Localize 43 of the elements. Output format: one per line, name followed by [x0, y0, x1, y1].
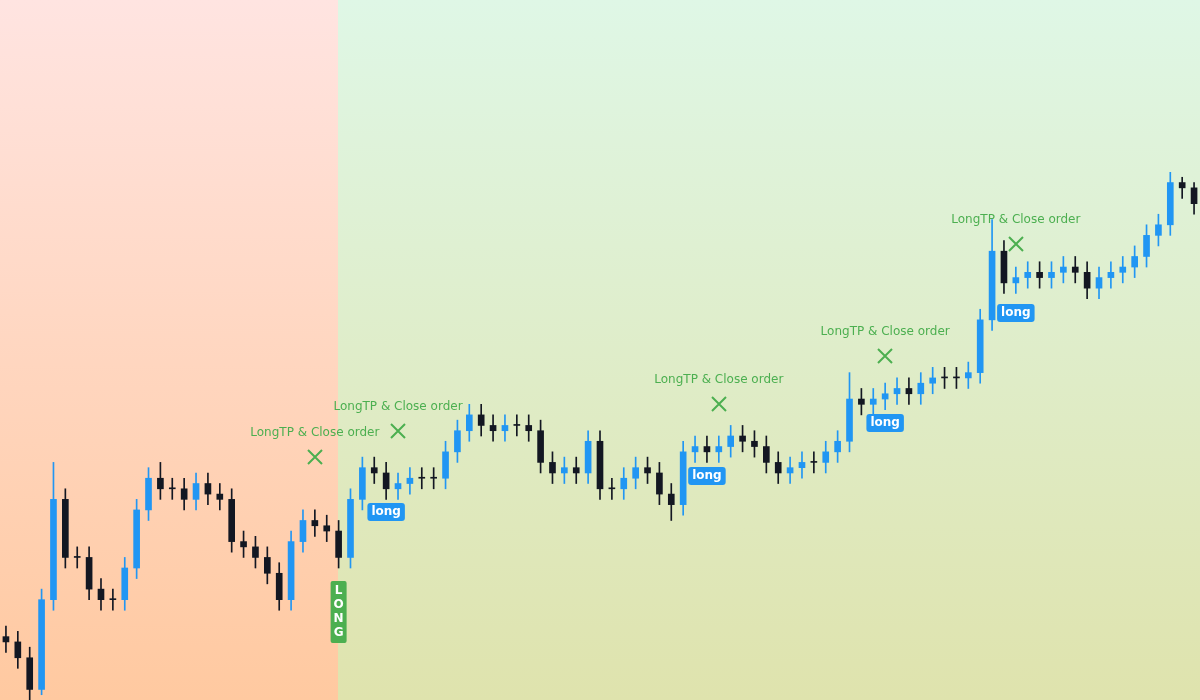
candlestick — [1071, 256, 1079, 284]
annotation: LongTP & Close order — [250, 425, 380, 440]
candlestick — [893, 377, 901, 405]
candlestick — [881, 382, 889, 410]
annotation: long — [692, 468, 722, 483]
candlestick — [572, 456, 580, 484]
candlestick — [810, 451, 818, 474]
candlestick — [370, 456, 378, 484]
candlestick — [786, 456, 794, 484]
candlestick — [168, 477, 176, 500]
candlestick — [501, 414, 509, 442]
candlestick — [905, 377, 913, 405]
annotation: long — [371, 504, 401, 519]
annotation: LongTP & Close order — [951, 212, 1081, 227]
candlestick — [1107, 261, 1115, 289]
annotation: LongTP & Close order — [654, 372, 784, 387]
candlestick — [1024, 261, 1032, 289]
candlestick — [513, 414, 521, 437]
candlestick — [929, 367, 936, 395]
candlestick — [406, 467, 414, 495]
candlestick — [311, 509, 319, 537]
candlestick — [394, 472, 402, 500]
candlestick — [715, 435, 723, 463]
candlestick — [1119, 256, 1127, 284]
candlestick — [703, 435, 711, 463]
candlestick — [73, 546, 81, 569]
candlestick — [109, 588, 117, 611]
candlestick — [489, 414, 497, 442]
candlestick — [2, 625, 10, 653]
candlestick — [691, 435, 699, 463]
candlestick — [1012, 266, 1020, 294]
candlestick — [608, 477, 616, 500]
candlestick — [216, 483, 224, 511]
candlestick — [798, 451, 806, 479]
candlestick — [323, 514, 331, 542]
annotation: LONG — [333, 583, 344, 640]
candlestick — [964, 361, 972, 389]
annotation: long — [1001, 305, 1031, 320]
annotation: LongTP & Close order — [820, 324, 950, 339]
candlestick — [525, 414, 533, 442]
annotation: long — [870, 415, 900, 430]
annotation: LongTP & Close order — [333, 399, 463, 414]
candlestick — [418, 467, 426, 490]
